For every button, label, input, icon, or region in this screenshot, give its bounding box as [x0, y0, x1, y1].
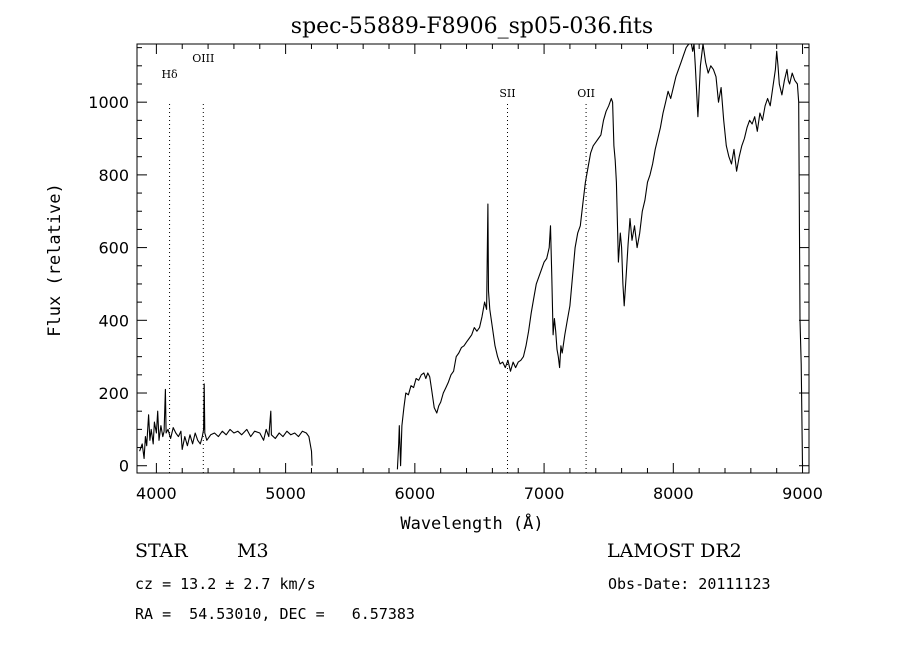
y-tick-label: 400 [98, 311, 129, 330]
spectrum-line [396, 43, 804, 470]
y-tick-label: 0 [119, 457, 129, 476]
x-tick-label: 4000 [136, 484, 177, 503]
y-tick-label: 1000 [88, 93, 129, 112]
observation-date: Obs-Date: 20111123 [608, 575, 771, 593]
spectrum-line [139, 383, 313, 466]
x-tick-label: 7000 [524, 484, 565, 503]
chart-title: spec-55889-F8906_sp05-036.fits [291, 14, 653, 39]
y-axis-label: Flux (relative) [45, 183, 65, 337]
redshift-velocity: cz = 13.2 ± 2.7 km/s [135, 575, 316, 593]
x-tick-label: 5000 [265, 484, 306, 503]
survey-name: LAMOST DR2 [607, 540, 742, 562]
spectrum-series [139, 43, 804, 470]
y-tick-label: 800 [98, 166, 129, 185]
x-tick-label: 6000 [394, 484, 435, 503]
marker-label: SII [499, 87, 515, 100]
emission-line-markers: Hδ OIII SII OII [161, 52, 595, 473]
x-tick-label: 8000 [653, 484, 694, 503]
object-subclass: M3 [237, 540, 269, 562]
object-class: STAR [135, 540, 188, 562]
y-tick-label: 600 [98, 239, 129, 258]
axis-ticks: 4000 5000 6000 7000 8000 9000 0 200 400 600 800 100… [88, 44, 823, 503]
marker-label: OII [577, 87, 595, 100]
plot-frame [136, 43, 810, 474]
y-tick-label: 200 [98, 384, 129, 403]
x-axis-label: Wavelength (Å) [400, 512, 543, 534]
marker-label: OIII [192, 52, 214, 65]
sky-coordinates: RA = 54.53010, DEC = 6.57383 [135, 605, 415, 623]
marker-label: Hδ [161, 68, 178, 81]
x-tick-label: 9000 [782, 484, 823, 503]
